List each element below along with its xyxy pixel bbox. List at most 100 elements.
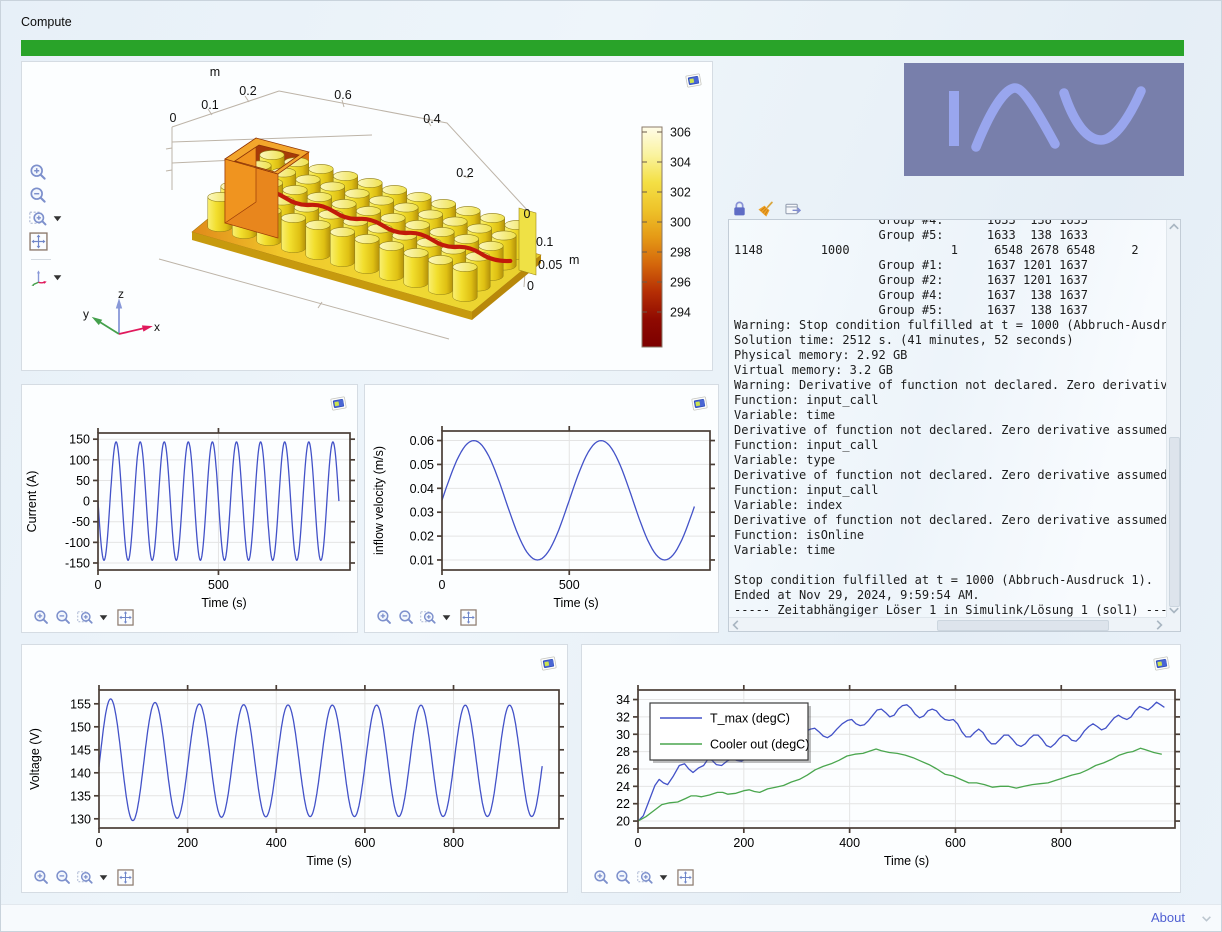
svg-text:-50: -50 [72,515,90,529]
progress-fill [21,40,1184,56]
svg-text:-150: -150 [65,556,90,570]
svg-text:100: 100 [69,453,90,467]
compute-progress-bar [21,40,1184,56]
temperature-plot-canvas[interactable]: 0 200 400 600 800 34 32 30 28 26 24 22 20 Time (s) T_m… [582,645,1180,892]
current-plot-panel: 0 500 150 100 50 0 -50 -100 -150 Time (s) Current … [21,384,358,633]
snapshot-button[interactable] [329,392,351,414]
scroll-up-icon[interactable] [1168,221,1180,233]
temperature-plot-panel: 0 200 400 600 800 34 32 30 28 26 24 22 20 Time (s) T_m… [581,644,1181,893]
snapshot-button[interactable] [690,392,712,414]
log-vertical-scrollbar[interactable] [1166,220,1180,617]
voltage-plot-canvas[interactable]: 0 200 400 600 800 155 150 145 140 135 130 Time (s) V… [22,645,567,892]
svg-text:200: 200 [733,836,754,850]
scroll-left-icon[interactable] [730,619,742,631]
svg-text:150: 150 [69,433,90,447]
about-link[interactable]: About [1151,910,1185,925]
svg-text:x: x [154,320,160,334]
voltage-plot-panel: 0 200 400 600 800 155 150 145 140 135 130 Time (s) V… [21,644,568,893]
zoom-box-button[interactable] [419,608,438,627]
zoom-box-button[interactable] [76,868,95,887]
zoom-in-button[interactable] [32,608,51,627]
model-3d-panel: m 0 0.1 0.2 0.6 0.4 0.2 0 0.1 0.05 0 m 306 304 302 300 2… [21,61,713,371]
iav-logo [904,63,1184,176]
svg-text:200: 200 [177,836,198,850]
svg-text:0: 0 [439,578,446,592]
zoom-box-button[interactable] [636,868,655,887]
svg-text:304: 304 [670,156,691,170]
svg-text:26: 26 [616,762,630,776]
svg-text:600: 600 [354,836,375,850]
footer-bar: About [1,904,1221,931]
svg-text:800: 800 [443,836,464,850]
svg-text:Current (A): Current (A) [25,471,39,533]
model-3d-canvas[interactable]: m 0 0.1 0.2 0.6 0.4 0.2 0 0.1 0.05 0 m 306 304 302 300 2… [22,62,712,370]
log-horizontal-scrollbar[interactable] [729,617,1166,631]
svg-text:50: 50 [76,474,90,488]
iav-logo-image [904,63,1184,176]
zoom-out-button[interactable] [28,185,49,206]
compute-label: Compute [21,15,72,29]
scrollbar-corner [1166,617,1180,631]
svg-text:150: 150 [70,720,91,734]
zoom-in-button[interactable] [28,162,49,183]
scroll-down-icon[interactable] [1168,604,1180,616]
svg-text:0.01: 0.01 [410,553,434,567]
chevron-down-icon[interactable] [659,874,668,881]
zoom-in-button[interactable] [32,868,51,887]
snapshot-button[interactable] [684,69,706,91]
lock-button[interactable] [730,199,749,218]
chevron-down-icon[interactable] [1200,913,1213,924]
svg-text:Time (s): Time (s) [553,596,598,610]
svg-text:0.1: 0.1 [201,98,218,112]
svg-text:Time (s): Time (s) [201,596,246,610]
svg-text:0: 0 [635,836,642,850]
chevron-down-icon[interactable] [99,874,108,881]
chevron-down-icon[interactable] [53,215,62,222]
zoom-extents-button[interactable] [28,231,49,252]
svg-text:32: 32 [616,710,630,724]
scroll-right-icon[interactable] [1153,619,1165,631]
svg-text:0.05: 0.05 [538,258,562,272]
zoom-box-button[interactable] [76,608,95,627]
zoom-out-button[interactable] [54,868,73,887]
clear-log-button[interactable] [757,199,776,218]
zoom-out-button[interactable] [54,608,73,627]
export-log-button[interactable] [784,201,803,217]
svg-text:y: y [83,307,89,321]
zoom-extents-button[interactable] [116,868,135,887]
svg-text:-100: -100 [65,536,90,550]
vertical-scroll-thumb[interactable] [1169,437,1180,607]
svg-text:0.04: 0.04 [410,482,434,496]
zoom-out-button[interactable] [397,608,416,627]
svg-text:400: 400 [839,836,860,850]
snapshot-button[interactable] [1152,652,1174,674]
svg-text:294: 294 [670,306,691,320]
zoom-in-button[interactable] [592,868,611,887]
zoom-out-button[interactable] [614,868,633,887]
svg-text:0.05: 0.05 [410,458,434,472]
orientation-button[interactable] [28,267,49,288]
snapshot-button[interactable] [539,652,561,674]
plot-toolbar [32,868,138,887]
zoom-box-button[interactable] [28,208,49,229]
svg-text:0: 0 [95,578,102,592]
svg-text:Time (s): Time (s) [306,854,351,868]
chevron-down-icon[interactable] [53,274,62,281]
inflow-plot-canvas[interactable]: 0 500 0.06 0.05 0.04 0.03 0.02 0.01 Time (s) infl… [365,385,718,632]
plot-toolbar [375,608,481,627]
chevron-down-icon[interactable] [442,614,451,621]
zoom-extents-button[interactable] [459,608,478,627]
view3d-toolbar [28,160,68,290]
log-text[interactable]: Group #4: 1633 138 1633 Group #5: 1633 1… [734,220,1166,617]
horizontal-scroll-thumb[interactable] [937,620,1109,631]
svg-text:300: 300 [670,216,691,230]
zoom-in-button[interactable] [375,608,394,627]
zoom-extents-button[interactable] [116,608,135,627]
chevron-down-icon[interactable] [99,614,108,621]
zoom-extents-button[interactable] [676,868,695,887]
svg-text:296: 296 [670,276,691,290]
svg-text:0: 0 [83,495,90,509]
svg-text:800: 800 [1051,836,1072,850]
svg-text:0.2: 0.2 [239,84,256,98]
